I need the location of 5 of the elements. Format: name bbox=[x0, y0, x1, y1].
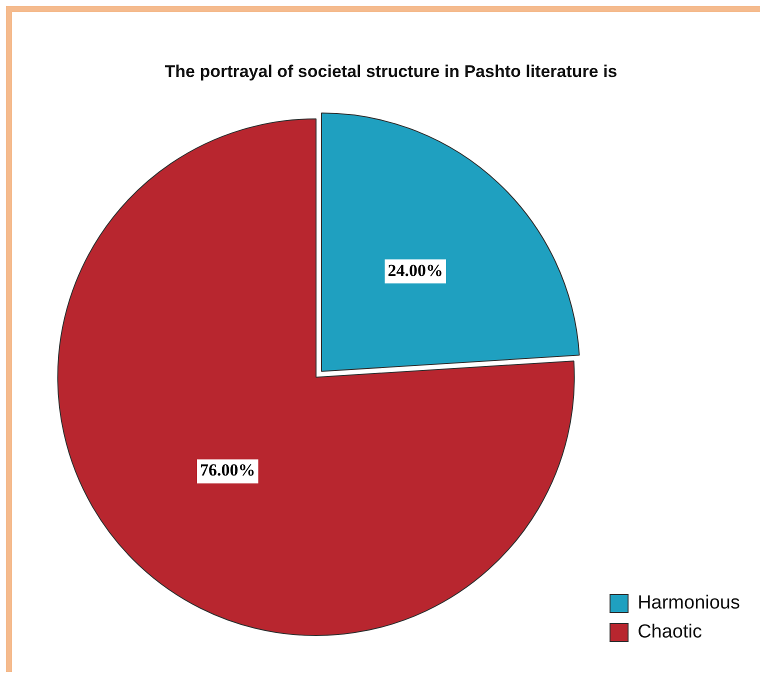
data-label: 76.00% bbox=[200, 460, 256, 480]
legend-label: Chaotic bbox=[638, 622, 702, 643]
data-label: 24.00% bbox=[388, 260, 444, 280]
legend-label: Harmonious bbox=[638, 592, 740, 614]
chart-title: The portrayal of societal structure in Pashto literature is bbox=[164, 62, 618, 81]
